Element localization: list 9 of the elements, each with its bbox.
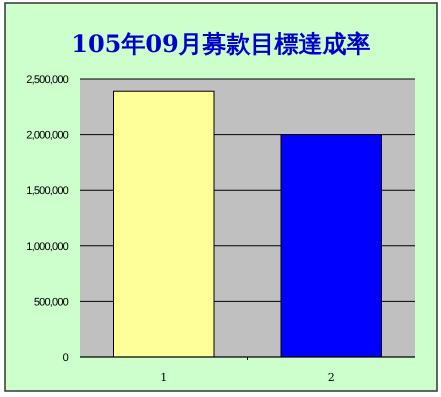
y-tick-label: 1,000,000: [26, 240, 69, 253]
y-tick-label: 500,000: [34, 296, 69, 308]
x-tick-label: 1: [160, 371, 168, 384]
y-tick-label: 2,000,000: [26, 130, 69, 142]
x-tick-label: 2: [328, 371, 335, 384]
y-tick-label: 0: [62, 352, 69, 364]
y-tick-label: 1,500,000: [26, 185, 69, 198]
title: 105年09月募款目標達成率: [71, 29, 371, 58]
y-tick-label: 2,500,000: [26, 74, 69, 86]
